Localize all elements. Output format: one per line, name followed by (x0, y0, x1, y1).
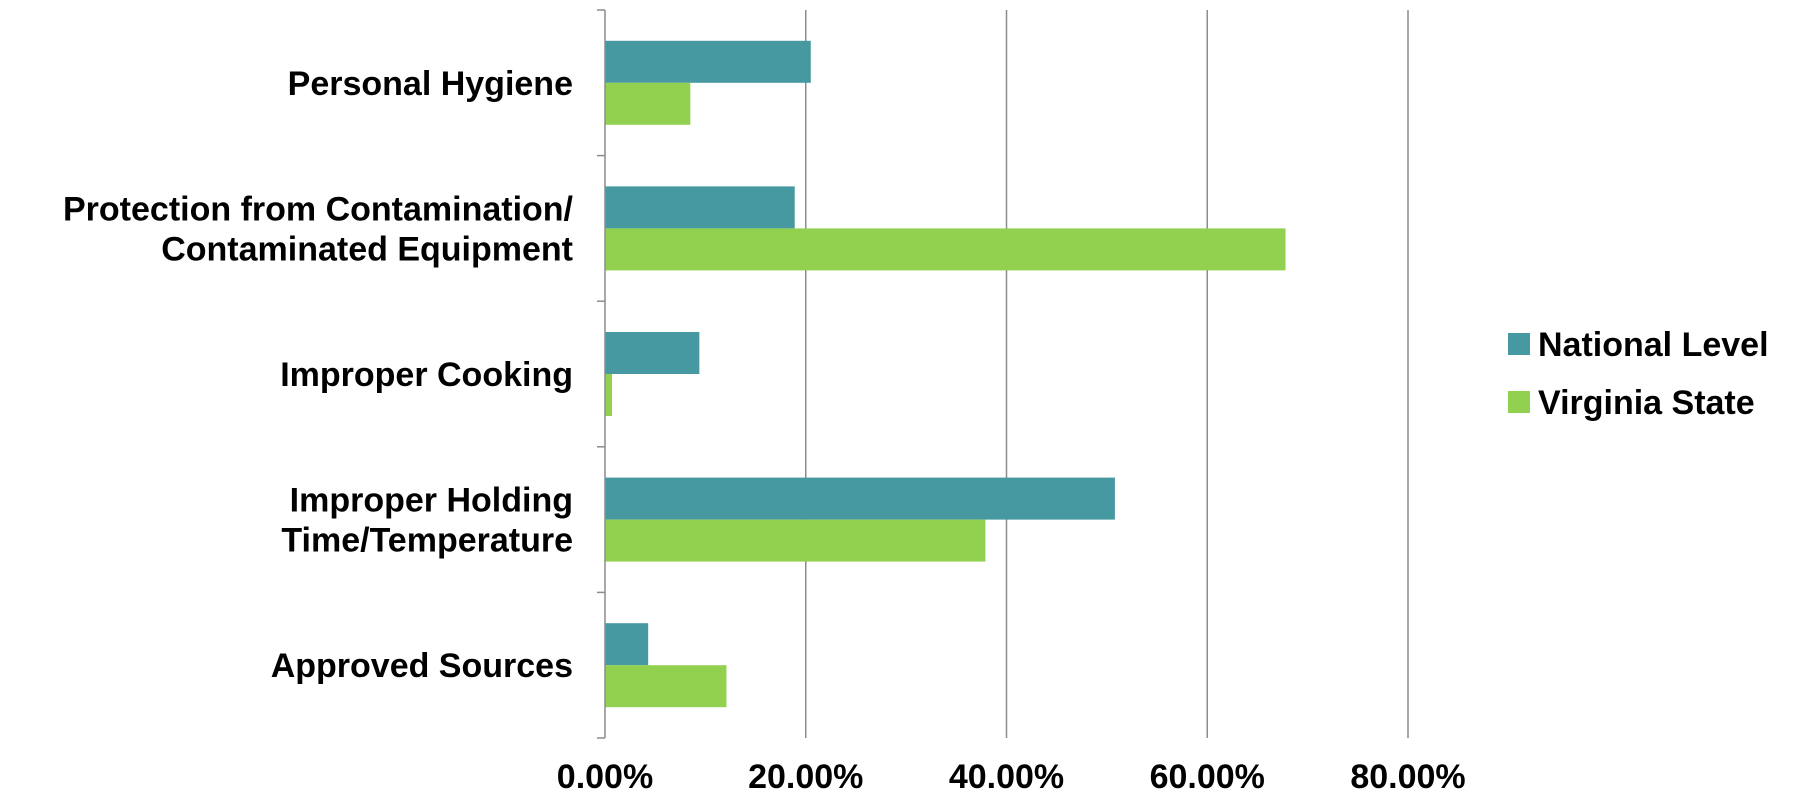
x-tick-label-2: 40.00% (949, 758, 1064, 796)
grid-layer (805, 10, 1409, 738)
category-label-line: Contaminated Equipment (161, 230, 573, 268)
x-tick-label-3: 60.00% (1150, 758, 1265, 796)
category-label-4: Approved Sources (271, 647, 573, 685)
legend: National Level Virginia State (1508, 326, 1769, 422)
category-label-2: Improper Cooking (280, 356, 573, 394)
x-tick-label-1: 20.00% (748, 758, 863, 796)
category-label-0: Personal Hygiene (288, 65, 573, 103)
label-layer: Personal Hygiene Protection from Contamin… (63, 65, 1466, 796)
bar-virginia-state-1 (605, 228, 1286, 271)
bar-national-level-1 (605, 186, 795, 229)
category-label-3: Improper Holding Time/Temperature (281, 482, 573, 560)
category-label-line: Protection from Contamination/ (63, 190, 574, 228)
bar-national-level-4 (605, 623, 649, 666)
bar-national-level-0 (605, 40, 811, 83)
category-label-line: Improper Holding (290, 482, 573, 520)
bar-national-level-2 (605, 332, 700, 374)
category-label-line: Approved Sources (271, 647, 573, 685)
x-tick-label-4: 80.00% (1350, 758, 1465, 796)
bar-layer (605, 40, 1286, 708)
bar-virginia-state-0 (605, 82, 691, 125)
category-label-line: Personal Hygiene (288, 65, 573, 103)
legend-swatch-0 (1508, 333, 1530, 355)
category-label-line: Improper Cooking (280, 356, 573, 394)
legend-label-0: National Level (1538, 326, 1769, 364)
category-label-1: Protection from Contamination/Contaminat… (63, 190, 574, 268)
legend-label-1: Virginia State (1538, 384, 1755, 422)
x-tick-label-0: 0.00% (557, 758, 653, 796)
category-label-line: Time/Temperature (281, 522, 573, 560)
bar-national-level-3 (605, 477, 1115, 520)
axis-layer (597, 9, 606, 739)
bar-virginia-state-4 (605, 665, 727, 708)
bar-virginia-state-2 (605, 374, 613, 416)
legend-swatch-1 (1508, 391, 1530, 413)
bar-virginia-state-3 (605, 519, 986, 562)
